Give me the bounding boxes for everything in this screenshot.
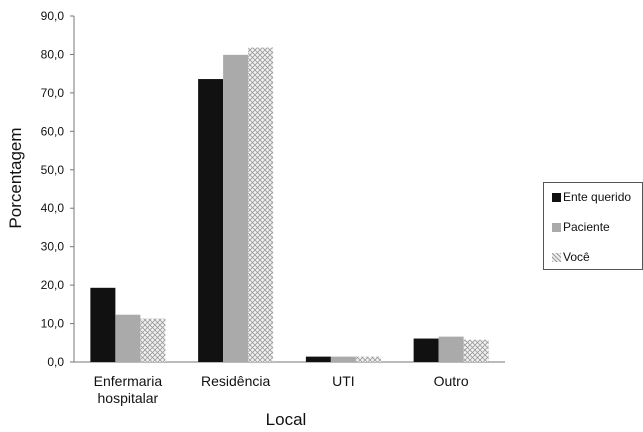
legend-item-paciente: Paciente	[552, 220, 610, 234]
category-label: Outro	[434, 373, 469, 389]
bar-paciente-2	[330, 356, 356, 362]
bar-ente-querido-0	[90, 287, 116, 362]
y-tick-label: 20,0	[41, 278, 65, 292]
y-tick-label: 10,0	[41, 317, 65, 331]
legend-swatch-paciente	[552, 223, 561, 232]
legend-label-paciente: Paciente	[563, 220, 610, 234]
axes	[70, 15, 505, 363]
bar-paciente-0	[115, 314, 141, 362]
bar-ente-querido-2	[305, 356, 331, 362]
y-tick-label: 50,0	[41, 163, 65, 177]
bar-ente-querido-3	[413, 338, 439, 362]
y-tick-label: 30,0	[41, 240, 65, 254]
legend-label-ente-querido: Ente querido	[563, 190, 632, 204]
y-tick-label: 90,0	[41, 9, 65, 23]
y-tick-label: 40,0	[41, 201, 65, 215]
legend-swatch-ente-querido	[552, 193, 561, 202]
bar-você-3	[463, 339, 489, 362]
y-axis-title: Porcentagem	[6, 127, 25, 228]
legend: Ente querido Paciente Você	[543, 182, 643, 270]
y-tick-label: 60,0	[41, 124, 65, 138]
bars-group	[90, 47, 489, 362]
category-label: Enfermaria	[94, 373, 163, 389]
y-tick-label: 70,0	[41, 86, 65, 100]
category-label: Residência	[201, 373, 270, 389]
bar-você-0	[140, 318, 166, 362]
bar-você-1	[248, 47, 274, 362]
x-axis-title: Local	[266, 410, 307, 429]
category-label: UTI	[332, 373, 355, 389]
y-tick-label: 80,0	[41, 47, 65, 61]
category-label: hospitalar	[98, 390, 159, 406]
bar-paciente-3	[438, 336, 464, 362]
y-tick-labels: 0,0 10,0 20,0 30,0 40,0 50,0 60,0 70,0 80,0 90,0	[41, 9, 65, 369]
legend-swatch-voce	[552, 253, 561, 262]
bar-ente-querido-1	[198, 79, 224, 362]
bar-você-2	[355, 356, 381, 362]
legend-item-voce: Você	[552, 250, 590, 264]
legend-item-ente-querido: Ente querido	[552, 190, 631, 204]
legend-label-voce: Você	[563, 250, 590, 264]
bar-paciente-1	[223, 54, 249, 362]
y-tick-label: 0,0	[47, 355, 64, 369]
